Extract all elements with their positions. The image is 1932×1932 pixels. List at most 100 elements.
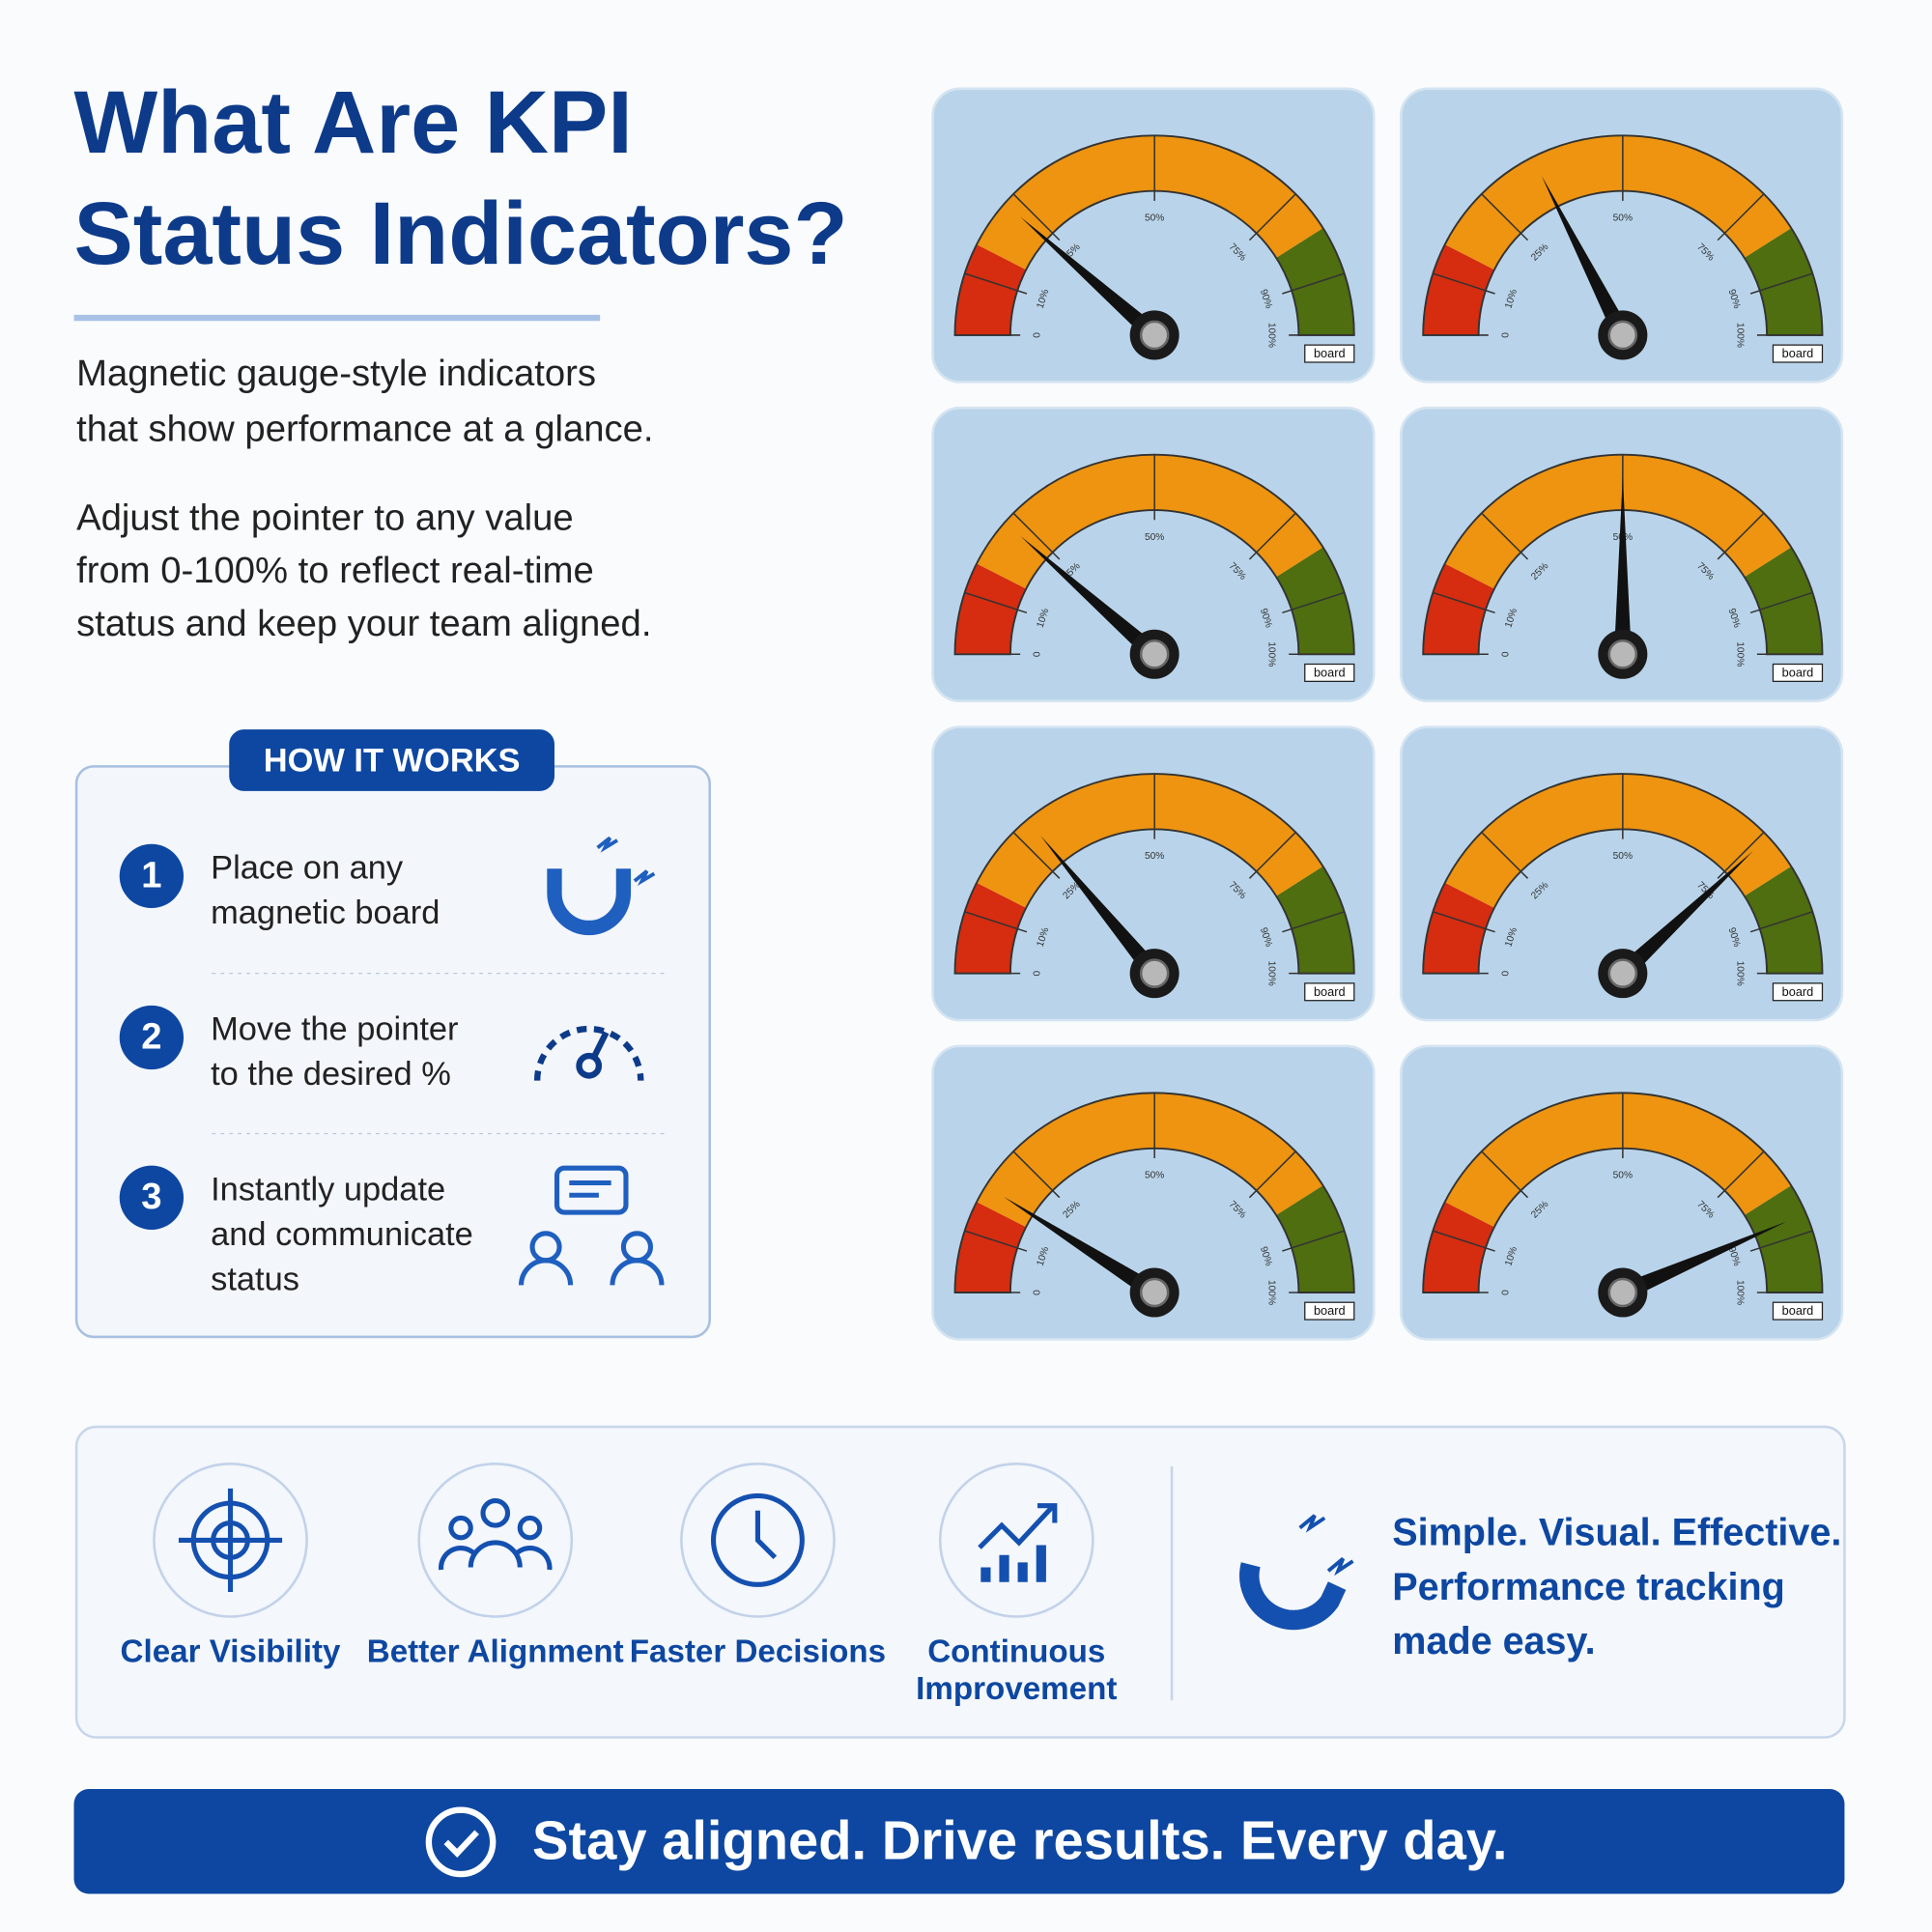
gauge-tick (1248, 1151, 1296, 1199)
pivot-cap (1607, 320, 1638, 351)
check-icon (425, 1806, 497, 1878)
tagline: Simple. Visual. Effective. (1392, 1512, 1841, 1554)
card (1399, 87, 1844, 384)
gauge-tick-label: 0 (1033, 651, 1043, 657)
intro-text: status and keep your team aligned. (76, 603, 651, 644)
step-number: 2 (141, 1015, 161, 1057)
step-text: status (211, 1262, 299, 1298)
gauge-pointer (1003, 1196, 1159, 1300)
gauge-zone (1444, 1093, 1792, 1228)
gauge-pointer (1040, 836, 1162, 980)
step-text: magnetic board (211, 895, 440, 931)
gauge-tick-label: 100% (1734, 323, 1745, 348)
brand-badge (1772, 982, 1824, 1002)
gauge-tick-label: 100% (1266, 641, 1277, 667)
step-badge (119, 843, 185, 909)
gauge-tick (1012, 193, 1061, 242)
pivot-cap (1139, 320, 1170, 351)
brand-badge (1772, 663, 1824, 682)
gauge-tick-label: 0 (1033, 970, 1043, 976)
gauge-zone (1444, 135, 1792, 270)
gauge-tick (1012, 512, 1061, 560)
banner (73, 1789, 1845, 1894)
gauge-zone (1276, 547, 1354, 655)
gauge-tick (1481, 1151, 1529, 1199)
benefit-label: Continuous (927, 1634, 1105, 1670)
gauge-zone (1744, 547, 1823, 655)
card (931, 406, 1376, 703)
gauge-card: 010%25%50%75%90%100%board (931, 87, 1376, 384)
gauge-tick-label: 50% (1145, 1171, 1164, 1181)
step-text: and communicate (211, 1216, 473, 1253)
gauge-zone (1423, 244, 1494, 335)
gauge-pointer (1613, 475, 1632, 655)
pivot-cap (1607, 639, 1638, 669)
gauge-tick (1749, 591, 1813, 614)
intro-text: from 0-100% to reflect real-time (76, 550, 594, 591)
gauge-card: 010%25%50%75%90%100%board (1399, 725, 1844, 1022)
benefit-label: Faster Decisions (630, 1634, 886, 1670)
brand-badge (1304, 344, 1355, 363)
gauge-outline (953, 773, 1355, 975)
benefit-label: Better Alignment (367, 1634, 624, 1670)
gauge-tick (1717, 1151, 1765, 1199)
gauge-icon (533, 1025, 644, 1081)
gauge-tick (964, 1230, 1028, 1252)
pivot-cap (1607, 958, 1638, 988)
gauge-pointer (1020, 216, 1161, 342)
gauge-tick-label: 100% (1266, 961, 1277, 986)
pivot-cap (1139, 958, 1170, 988)
intro-text: Adjust the pointer to any value (76, 497, 574, 538)
banner-text: Stay aligned. Drive results. Every day. (532, 1809, 1507, 1870)
gauge-zone (1423, 563, 1494, 655)
gauge-tick (1749, 1230, 1813, 1252)
gauge-outline (953, 134, 1355, 336)
gauge-tick-label: 100% (1266, 323, 1277, 348)
gauge-tick (1481, 832, 1529, 879)
gauge-card: 010%25%50%75%90%100%board (1399, 1044, 1844, 1341)
gauge-tick (1433, 911, 1495, 933)
benefit-label: Improvement (916, 1671, 1117, 1707)
how-it-works-title: HOW IT WORKS (264, 743, 521, 780)
gauge-pointer (1020, 535, 1161, 661)
gauge-tick-label: 50% (1145, 851, 1164, 862)
card (931, 87, 1376, 384)
gauge-tick-label: 0 (1500, 332, 1511, 338)
gauge-tick (1433, 591, 1495, 614)
brand: board (1782, 1303, 1814, 1318)
gauge-tick (1282, 1230, 1345, 1252)
team-icon (518, 1165, 665, 1286)
gauge-tick-label: 50% (1613, 213, 1633, 223)
gauge-zone (1423, 882, 1494, 974)
gauge-outline (953, 453, 1355, 656)
gauge-tick-label: 50% (1145, 213, 1164, 223)
brand: board (1314, 984, 1346, 999)
gauge-tick-label: 0 (1033, 1290, 1043, 1295)
gauge-zone (977, 454, 1323, 589)
gauge-tick-label: 0 (1500, 651, 1511, 657)
gauge-tick-label: 0 (1500, 1290, 1511, 1295)
gauge-tick (1248, 832, 1296, 879)
gauge-card: 010%25%50%75%90%100%board (1399, 406, 1844, 703)
gauge-pointer (1616, 851, 1753, 980)
card (1399, 1044, 1844, 1341)
pivot-cap (1139, 639, 1170, 669)
gauge-outline (953, 1092, 1355, 1293)
card (931, 1044, 1376, 1341)
gauge-tick (1749, 911, 1813, 933)
gauge-tick (1749, 272, 1813, 295)
gauge-tick-label: 100% (1734, 961, 1745, 986)
pivot-cap (1607, 1277, 1638, 1308)
title: What Are KPI (74, 73, 633, 172)
card (931, 725, 1376, 1022)
benefit-label: Clear Visibility (121, 1634, 341, 1670)
gauge-tick-label: 50% (1145, 532, 1164, 543)
gauge-outline (1422, 453, 1824, 656)
gauge-tick-label: 0 (1033, 332, 1043, 338)
step-number: 3 (141, 1176, 161, 1217)
brand-badge (1304, 982, 1355, 1002)
intro-text: Magnetic gauge-style indicators (76, 353, 596, 394)
card (1399, 725, 1844, 1022)
gauge-card: 010%25%50%75%90%100%board (931, 1044, 1376, 1341)
